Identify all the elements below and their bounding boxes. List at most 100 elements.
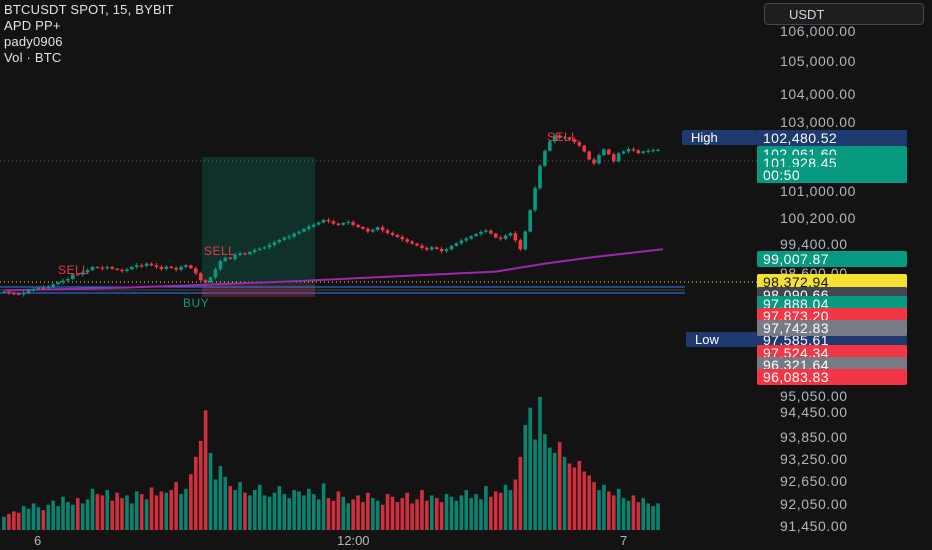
volume-bar [518, 456, 523, 530]
volume-bar [21, 506, 26, 530]
candle [105, 265, 110, 270]
candle-body [130, 266, 134, 270]
currency-button[interactable]: USDT [764, 3, 924, 25]
candle [115, 267, 119, 271]
candle [46, 284, 51, 291]
candle [498, 235, 503, 241]
volume-bar [538, 397, 542, 530]
candle-body [513, 233, 518, 241]
candle [7, 289, 11, 295]
volume-bar [292, 490, 296, 530]
price-axis-label: 94,450.00 [780, 404, 848, 420]
candle [228, 256, 232, 260]
candle [287, 234, 292, 240]
candle-body [587, 151, 591, 160]
volume-bar [464, 490, 469, 530]
candle-body [552, 135, 557, 142]
volume-bar [439, 502, 444, 530]
volume-bar [125, 495, 129, 530]
legend-volume[interactable]: Vol · BTC [4, 50, 62, 65]
candle-body [621, 151, 626, 154]
candle-body [105, 266, 110, 269]
candle [434, 246, 439, 250]
candle [282, 236, 287, 241]
buy-signal: BUY [183, 296, 210, 310]
candle-body [61, 280, 65, 283]
volume-bar [218, 466, 223, 530]
candle [361, 226, 365, 230]
candle [543, 149, 547, 168]
candle [272, 240, 277, 247]
volume-bar [656, 503, 660, 530]
volume-bar [297, 491, 301, 530]
time-label: 6 [34, 533, 42, 548]
candle [567, 136, 572, 141]
candle-body [567, 137, 572, 140]
candle-body [425, 247, 429, 250]
volume-bar [41, 510, 46, 530]
candle-body [120, 269, 124, 272]
volume-bar [228, 486, 232, 530]
candle [154, 263, 159, 270]
candle-body [444, 249, 449, 252]
candle [611, 152, 616, 164]
volume-bar [562, 456, 567, 530]
candle [125, 267, 129, 273]
candle-body [248, 251, 252, 255]
candle-body [489, 230, 493, 234]
candle-body [341, 222, 346, 225]
volume-bar [449, 496, 454, 530]
candle [557, 133, 562, 140]
volume-bar [16, 512, 21, 530]
candle [454, 242, 459, 247]
candle [479, 229, 483, 236]
candle-body [459, 240, 464, 244]
volume-bar [257, 484, 262, 530]
volume-bar [56, 506, 60, 530]
volume-bar [139, 494, 144, 530]
candle-body [198, 273, 203, 281]
volume-bar [425, 500, 429, 530]
legend-symbol[interactable]: BTCUSDT SPOT, 15, BYBIT [4, 2, 174, 17]
candle [262, 246, 267, 250]
candle-body [228, 257, 232, 259]
candle [508, 232, 513, 237]
legend-indicator[interactable]: APD PP+ [4, 18, 61, 33]
price-tag: 98,372.94 [757, 274, 907, 290]
volume-bar [262, 495, 267, 530]
candle [385, 228, 390, 235]
volume-bar [434, 498, 439, 530]
candle [311, 222, 316, 229]
volume-bar [149, 487, 154, 530]
volume-bar [105, 490, 110, 530]
volume-bar [513, 479, 518, 530]
candle-body [577, 142, 582, 146]
candle-body [439, 248, 444, 252]
candle [616, 151, 621, 163]
candle [651, 148, 655, 153]
candle-body [405, 239, 410, 242]
candle-body [75, 274, 80, 276]
volume-bar [198, 440, 203, 530]
candle-body [179, 266, 183, 270]
candle-body [557, 135, 562, 139]
candle [602, 148, 606, 157]
legend-author: pady0906 [4, 34, 63, 49]
volume-bar [51, 500, 55, 530]
candle [331, 219, 336, 226]
volume-bar [95, 494, 100, 530]
candle-body [134, 265, 139, 267]
price-axis-label: 95,050.00 [780, 388, 848, 404]
volume-bar [469, 498, 473, 530]
candle-body [336, 223, 341, 225]
volume-bar [651, 506, 655, 530]
candle-body [484, 230, 488, 232]
candle [607, 148, 611, 156]
volume-bar [61, 496, 65, 530]
volume-bar [415, 499, 419, 530]
candle-body [503, 235, 508, 239]
candle-body [223, 257, 228, 261]
candle [493, 232, 498, 239]
candle-body [267, 244, 272, 248]
